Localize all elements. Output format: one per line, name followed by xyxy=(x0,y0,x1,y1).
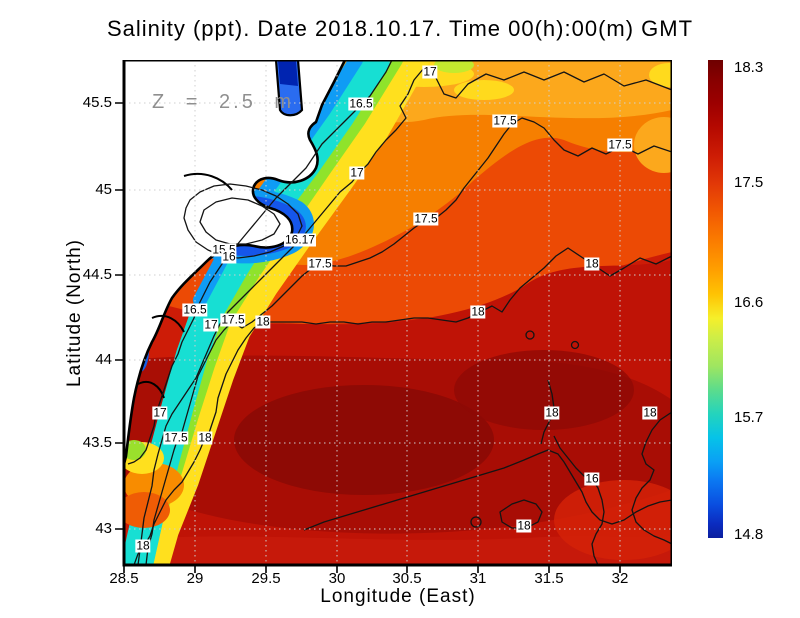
y-tick-label: 44.5 xyxy=(82,266,112,283)
x-tick-label: 30 xyxy=(328,570,346,587)
contour-label: 17.5 xyxy=(163,430,189,445)
contour-label: 17.5 xyxy=(492,113,518,128)
y-axis-title: Latitude (North) xyxy=(64,239,85,388)
salinity-map xyxy=(115,60,672,573)
colorbar-tick-label: 15.7 xyxy=(734,409,764,426)
x-tick-label: 28.5 xyxy=(109,570,139,587)
x-tick-label: 30.5 xyxy=(392,570,422,587)
contour-label: 16.17 xyxy=(283,232,317,247)
contour-label: 18 xyxy=(642,405,658,420)
tick-marks xyxy=(115,102,621,573)
depth-annotation: Z = 2.5 m xyxy=(152,91,295,113)
colorbar-tick-label: 16.6 xyxy=(734,294,764,311)
y-tick-label: 43.5 xyxy=(82,434,112,451)
x-tick-label: 32 xyxy=(611,570,629,587)
plot-overlay: Z = 2.5 m 17 16.5 17.5 17.5 17 17.5 16.1… xyxy=(124,60,672,565)
contour-label: 18 xyxy=(135,538,151,553)
colorbar-tick-label: 14.8 xyxy=(734,526,764,543)
contour-label: 17.5 xyxy=(220,312,246,327)
contour-label: 17 xyxy=(349,165,365,180)
land xyxy=(124,60,347,466)
field-darkest xyxy=(234,385,494,495)
contour-label: 17.5 xyxy=(307,256,333,271)
contour-label: 18 xyxy=(470,304,486,319)
contour-label: 18 xyxy=(584,256,600,271)
x-tick-label: 29 xyxy=(186,570,204,587)
contour-label: 16.5 xyxy=(348,96,374,111)
contour-label: 18 xyxy=(197,430,213,445)
contour-label: 18 xyxy=(544,405,560,420)
plot-frame xyxy=(122,60,672,567)
contour-label: 17.5 xyxy=(607,137,633,152)
y-tick-label: 45 xyxy=(95,181,112,198)
x-tick-label: 29.5 xyxy=(251,570,281,587)
contour-label: 17 xyxy=(152,405,168,420)
contour-label: 16 xyxy=(584,471,600,486)
contour-label: 16 xyxy=(221,249,237,264)
contour-label: 17.5 xyxy=(413,211,439,226)
contour-label: 18 xyxy=(255,314,271,329)
contour-label: 17 xyxy=(203,317,219,332)
plot-title: Salinity (ppt). Date 2018.10.17. Time 00… xyxy=(106,16,694,41)
colorbar-tick-label: 18.3 xyxy=(734,59,764,76)
y-tick-label: 43 xyxy=(95,520,112,537)
colorbar-tick-label: 17.5 xyxy=(734,174,764,191)
y-tick-label: 44 xyxy=(95,351,112,368)
contour-label: 16.5 xyxy=(182,302,208,317)
y-tick-label: 45.5 xyxy=(82,94,112,111)
x-axis-title: Longitude (East) xyxy=(320,586,476,607)
contour-label: 17 xyxy=(422,64,438,79)
x-tick-label: 31.5 xyxy=(534,570,564,587)
contour-label: 18 xyxy=(516,518,532,533)
colorbar xyxy=(708,60,723,538)
x-tick-label: 31 xyxy=(469,570,487,587)
